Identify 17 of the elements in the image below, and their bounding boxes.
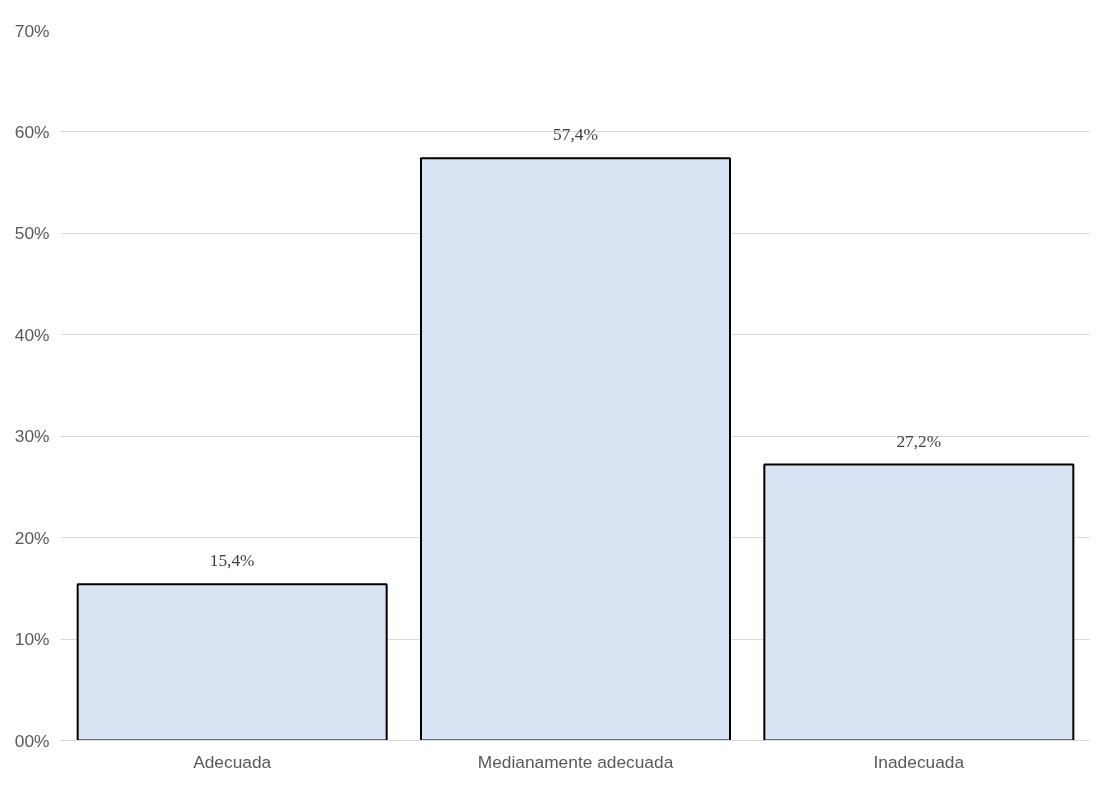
x-tick-label: Inadecuada	[873, 751, 965, 772]
y-tick-label: 40%	[14, 324, 50, 345]
bar	[76, 583, 388, 741]
y-tick-label: 10%	[14, 629, 50, 650]
y-tick-label: 00%	[14, 730, 50, 751]
bar	[420, 157, 731, 741]
y-tick-label: 20%	[14, 527, 50, 548]
y-tick-label: 60%	[14, 121, 50, 142]
data-label: 15,4%	[209, 551, 255, 571]
y-tick-label: 70%	[14, 20, 50, 41]
y-tick-label: 30%	[14, 426, 50, 447]
y-tick-label: 50%	[14, 223, 50, 244]
data-label: 27,2%	[896, 431, 942, 451]
bar	[763, 463, 1075, 741]
x-tick-label: Adecuada	[193, 751, 272, 772]
data-label: 57,4%	[553, 125, 598, 145]
x-tick-label: Medianamente adecuada	[477, 751, 674, 772]
